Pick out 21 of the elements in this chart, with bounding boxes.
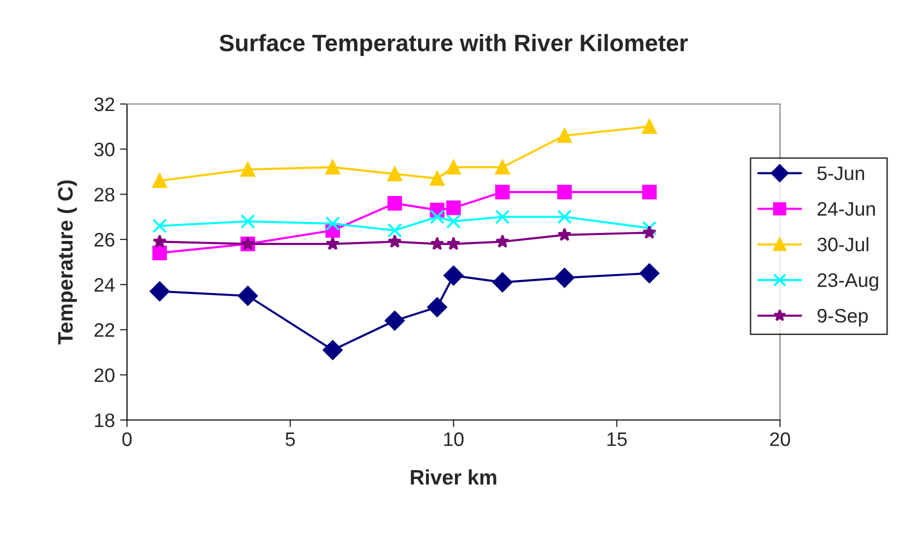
y-tick-label: 18: [95, 413, 114, 428]
x-tick-label: 5: [286, 432, 295, 446]
legend-label: 30-Jul: [817, 237, 868, 252]
y-tick-label: 22: [94, 323, 114, 337]
x-tick-label: 0: [122, 432, 132, 446]
y-tick-label: 26: [94, 232, 114, 247]
chart-title: Surface Temperature with River Kilometer: [220, 34, 688, 56]
legend-label: 5-Jun: [817, 166, 864, 180]
y-tick-label: 20: [94, 368, 114, 382]
x-axis-title: River km: [410, 469, 496, 485]
y-axis-title: Temperature ( C): [57, 180, 77, 344]
x-tick-label: 15: [607, 432, 627, 446]
y-tick-label: 24: [94, 278, 115, 292]
legend-label: 24-Jun: [818, 202, 875, 216]
y-tick-label: 28: [94, 188, 114, 202]
y-tick-label: 30: [94, 142, 114, 156]
legend-label: 9-Sep: [818, 308, 868, 327]
x-tick-label: 10: [444, 432, 464, 446]
legend-label: 23-Aug: [818, 273, 878, 291]
x-tick-label: 20: [770, 432, 790, 446]
y-tick-label: 32: [94, 97, 114, 112]
